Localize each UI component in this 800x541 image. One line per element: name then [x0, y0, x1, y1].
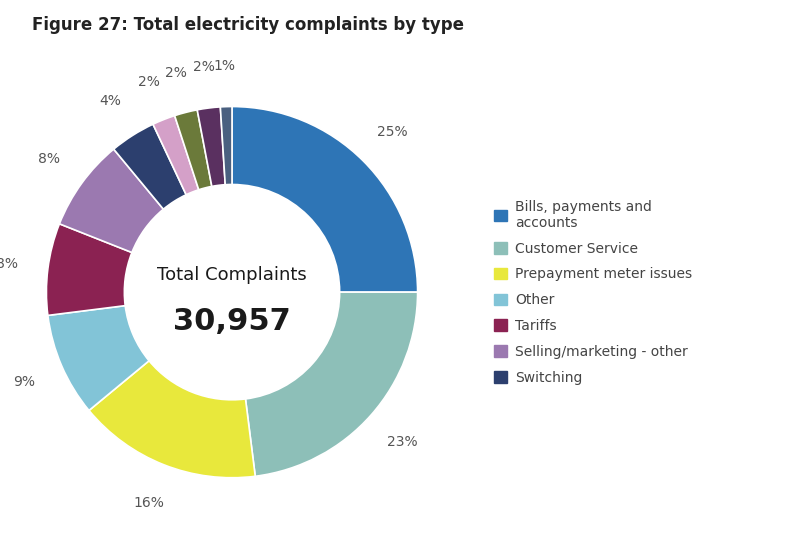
Text: 30,957: 30,957 [173, 307, 291, 337]
Wedge shape [232, 107, 418, 292]
Text: 4%: 4% [100, 94, 122, 108]
Text: 8%: 8% [38, 152, 60, 166]
Text: 2%: 2% [193, 61, 214, 75]
Legend: Bills, payments and
accounts, Customer Service, Prepayment meter issues, Other, : Bills, payments and accounts, Customer S… [494, 200, 692, 385]
Wedge shape [174, 110, 212, 190]
Wedge shape [59, 149, 163, 253]
Text: Total Complaints: Total Complaints [157, 266, 307, 285]
Text: 8%: 8% [0, 257, 18, 270]
Text: 9%: 9% [13, 375, 35, 389]
Wedge shape [114, 124, 186, 209]
Text: Figure 27: Total electricity complaints by type: Figure 27: Total electricity complaints … [32, 16, 464, 34]
Text: 23%: 23% [386, 435, 417, 449]
Wedge shape [48, 306, 149, 411]
Text: 16%: 16% [134, 496, 164, 510]
Text: 2%: 2% [138, 75, 159, 89]
Text: 25%: 25% [377, 125, 407, 139]
Wedge shape [198, 107, 226, 187]
Wedge shape [153, 116, 198, 195]
Text: 2%: 2% [165, 66, 186, 80]
Wedge shape [220, 107, 232, 184]
Wedge shape [246, 292, 418, 476]
Wedge shape [46, 224, 132, 315]
Wedge shape [89, 361, 255, 478]
Text: 1%: 1% [214, 59, 236, 73]
